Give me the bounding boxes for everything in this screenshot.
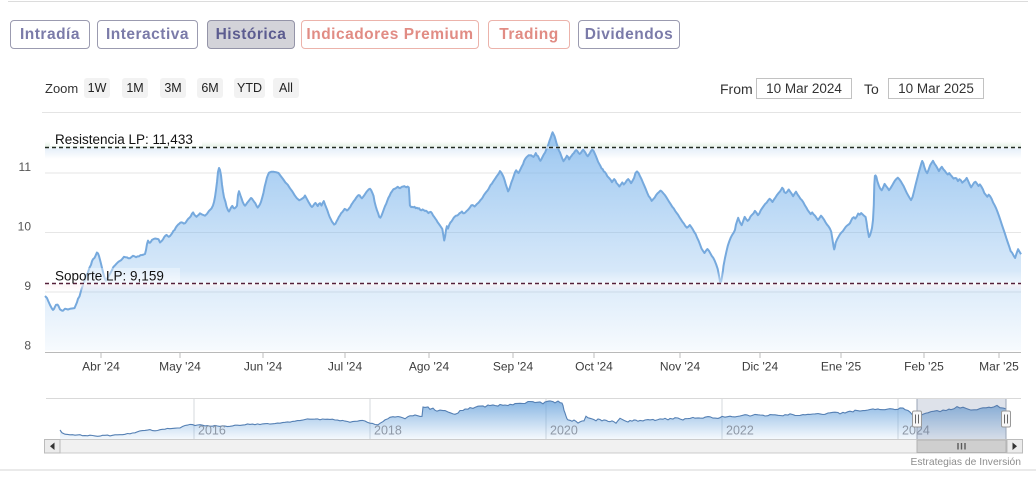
svg-text:Soporte LP: 9,159: Soporte LP: 9,159	[55, 269, 164, 284]
svg-text:Oct '24: Oct '24	[575, 360, 613, 374]
svg-text:Mar '25: Mar '25	[979, 360, 1019, 374]
svg-text:Resistencia LP: 11,433: Resistencia LP: 11,433	[55, 132, 193, 147]
svg-text:8: 8	[24, 339, 31, 353]
svg-text:Ene '25: Ene '25	[821, 360, 862, 374]
svg-text:Feb '25: Feb '25	[904, 360, 944, 374]
svg-text:Nov '24: Nov '24	[660, 360, 701, 374]
svg-text:Ago '24: Ago '24	[409, 360, 450, 374]
svg-text:2022: 2022	[726, 424, 754, 438]
svg-text:10: 10	[18, 220, 32, 234]
svg-text:2018: 2018	[374, 424, 402, 438]
svg-text:Jul '24: Jul '24	[328, 360, 363, 374]
svg-text:May '24: May '24	[159, 360, 201, 374]
svg-text:9: 9	[24, 279, 31, 293]
svg-text:Abr '24: Abr '24	[82, 360, 120, 374]
svg-text:2024: 2024	[902, 424, 930, 438]
svg-text:Sep '24: Sep '24	[493, 360, 534, 374]
svg-text:Jun '24: Jun '24	[244, 360, 283, 374]
svg-text:2016: 2016	[198, 424, 226, 438]
svg-text:Estrategias de Inversión: Estrategias de Inversión	[911, 457, 1022, 468]
svg-text:2020: 2020	[550, 424, 578, 438]
svg-text:11: 11	[19, 160, 32, 174]
svg-text:Dic '24: Dic '24	[742, 360, 779, 374]
